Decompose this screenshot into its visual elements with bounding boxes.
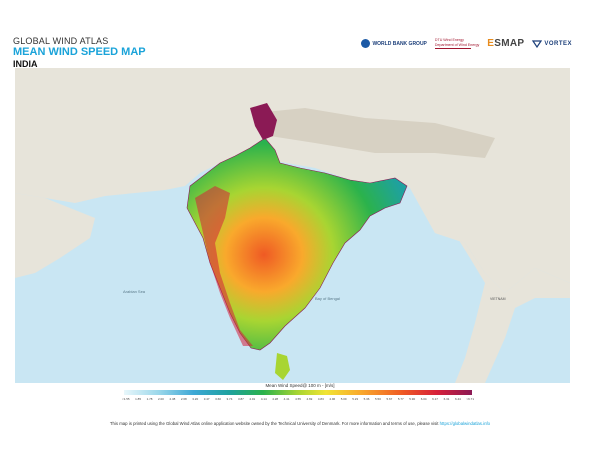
kashmir-high-wind [250,103,277,140]
esmap-logo: ESMAP [487,38,524,49]
legend-tick-label: <1.55 [122,397,130,401]
western-high-wind-zone [195,186,253,346]
legend-tick-label: 4.96 [329,397,336,401]
esmap-label: SMAP [494,38,525,49]
legend-tick-label: 5.67 [386,397,393,401]
dtu-label: DTU Wind Energy [434,38,464,43]
vortex-icon [532,39,543,48]
arabian-peninsula [15,193,95,278]
sri-lanka [275,353,290,380]
map-title: MEAN WIND SPEED MAP [13,46,146,58]
legend-color-scale [124,390,472,395]
legend-tick-label: 5.77 [397,397,404,401]
legend-tick-label: 6.04 [420,397,427,401]
label-bay-of-bengal: Bay of Bengal [315,296,340,301]
legend-tick-label: 4.69 [306,397,313,401]
legend-tick-label: 3.87 [237,397,244,401]
legend-tick-label: 5.23 [352,397,359,401]
wind-speed-map[interactable]: Arabian Sea Bay of Bengal VIETNAM [15,68,570,383]
legend-tick-label: 3.47 [203,397,210,401]
legend-tick-label: 1.85 [135,397,142,401]
legend-tick-label: 4.83 [317,397,324,401]
legend-tick-label: 3.20 [192,397,199,401]
legend-tick-label: 5.90 [409,397,416,401]
legend-tick-label: 4.14 [260,397,267,401]
legend-tick-label: 1.78 [146,397,153,401]
legend-title: Mean Wind Speed@ 100 m - [m/s] [265,383,335,388]
legend-tick-label: 4.28 [272,397,279,401]
esmap-letter-e: E [487,38,495,49]
legend-tick-label: 3.74 [226,397,233,401]
legend-tick-label: 5.36 [363,397,370,401]
legend-tick-label: 6.31 [443,397,450,401]
partner-logos: WORLD BANK GROUP DTU Wind Energy Departm… [361,38,572,49]
himalaya-ridge [255,108,495,158]
vortex-logo: VORTEX [532,39,572,48]
footer-note: This map is printed using the Global Win… [0,421,600,426]
legend-tick-label: 3.60 [215,397,221,401]
legend-tick-label: 5.09 [340,397,347,401]
legend-tick-label: 4.41 [283,397,290,401]
legend-tick-label: 2.68 [180,397,187,401]
southeast-asia [410,188,570,383]
legend-tick-label: 6.17 [432,397,438,401]
world-bank-logo: WORLD BANK GROUP [361,39,427,48]
country-title: INDIA [13,59,38,69]
globe-icon [361,39,371,48]
legend-tick-label: 5.50 [375,397,381,401]
world-bank-label: WORLD BANK GROUP [372,40,427,47]
label-vietnam: VIETNAM [490,297,506,301]
map-canvas: Arabian Sea Bay of Bengal VIETNAM [15,68,570,383]
legend-tick-label: 6.44 [454,397,461,401]
atlas-title: GLOBAL WIND ATLAS [13,36,109,46]
label-arabian-sea: Arabian Sea [123,289,146,294]
legend-tick-label: >6.71 [466,397,474,401]
legend-tick-label: 2.00 [158,397,164,401]
legend-tick-label: 2.38 [169,397,176,401]
dtu-logo: DTU Wind Energy Department of Wind Energ… [434,38,480,49]
map-header: GLOBAL WIND ATLAS MEAN WIND SPEED MAP IN… [13,36,146,70]
dtu-sublabel: Department of Wind Energy [434,42,480,47]
legend-tick-label: 4.55 [295,397,301,401]
vortex-label: VORTEX [544,40,572,47]
legend-tick-label: 4.01 [249,397,256,401]
footer-text: This map is printed using the Global Win… [109,421,439,426]
footer-link[interactable]: https://globalwindatlas.info [439,421,491,426]
legend-ticks: <1.55 1.85 1.78 2.00 2.38 2.68 3.20 3.47 3.60 3.7… [122,397,474,401]
dtu-underline [434,47,471,49]
